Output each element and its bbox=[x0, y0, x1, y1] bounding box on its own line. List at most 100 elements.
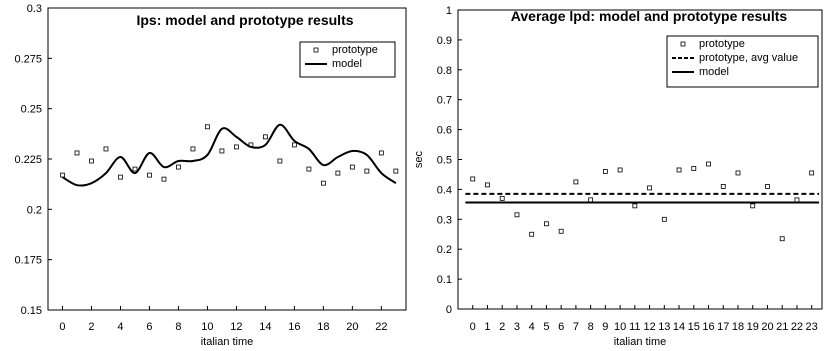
data-point-marker bbox=[349, 164, 355, 170]
x-tick-label: 1 bbox=[484, 321, 490, 333]
legend-box bbox=[299, 41, 396, 78]
data-point-marker bbox=[779, 236, 785, 242]
x-tick-label: 13 bbox=[658, 321, 670, 333]
data-point-marker bbox=[291, 142, 297, 148]
chart-title: Average lpd: model and prototype results bbox=[511, 8, 788, 24]
x-tick-label: 10 bbox=[201, 321, 213, 333]
y-tick-label: 0 bbox=[446, 304, 452, 316]
legend-marker-icon bbox=[680, 41, 686, 47]
data-point-marker bbox=[691, 166, 697, 171]
data-point-marker bbox=[794, 197, 800, 203]
y-tick-label: 0.6 bbox=[437, 125, 452, 137]
x-tick-label: 6 bbox=[558, 321, 564, 333]
x-tick-label: 2 bbox=[88, 321, 94, 333]
data-point-marker bbox=[617, 167, 623, 173]
data-point-marker bbox=[544, 221, 549, 227]
legend-box bbox=[666, 35, 819, 88]
y-tick-label: 0.15 bbox=[21, 305, 42, 317]
data-point-marker bbox=[103, 146, 109, 152]
y-tick-label: 0.9 bbox=[437, 35, 452, 47]
x-tick-label: 20 bbox=[346, 321, 358, 333]
data-point-marker bbox=[558, 228, 564, 234]
x-tick-label: 2 bbox=[499, 321, 505, 333]
y-tick-label: 0.2 bbox=[437, 244, 452, 256]
x-tick-label: 8 bbox=[588, 321, 594, 333]
data-point-marker bbox=[219, 148, 225, 154]
x-tick-label: 7 bbox=[573, 321, 579, 333]
data-point-marker bbox=[190, 146, 196, 152]
data-point-marker bbox=[89, 158, 94, 164]
data-point-marker bbox=[60, 172, 65, 178]
data-point-marker bbox=[735, 170, 741, 176]
chart-lpd-panel: 0 0.1 0.2 0.3 0.4 0.5 0.6 0.7 0.8 0.9 1 0 1 2 3 4 5 6 7 8 9 1… bbox=[412, 0, 824, 351]
legend-entry-label: prototype, avg value bbox=[699, 52, 798, 64]
x-tick-label: 19 bbox=[747, 321, 759, 333]
data-point-marker bbox=[118, 174, 123, 180]
data-point-marker bbox=[364, 168, 370, 174]
data-point-marker bbox=[132, 166, 138, 172]
data-point-marker bbox=[602, 169, 608, 174]
y-tick-label: 0.5 bbox=[437, 155, 452, 167]
x-tick-label: 0 bbox=[59, 321, 65, 333]
x-tick-label: 18 bbox=[317, 321, 329, 333]
x-tick-label: 17 bbox=[717, 321, 729, 333]
chart-ips-panel: 0.15 0.175 0.2 0.225 0.25 0.275 0.3 0 2 4 6 8 10 12 14… bbox=[14, 3, 407, 348]
x-tick-label: 0 bbox=[470, 321, 476, 333]
y-tick-label: 0.275 bbox=[14, 53, 42, 65]
x-tick-label: 23 bbox=[806, 321, 818, 333]
x-tick-label: 4 bbox=[117, 321, 123, 333]
y-tick-label: 0.3 bbox=[27, 3, 42, 15]
data-point-marker bbox=[809, 170, 815, 176]
x-tick-label: 18 bbox=[732, 321, 744, 333]
chart-ips: 0.15 0.175 0.2 0.225 0.25 0.275 0.3 0 2 4 6 8 10 12 14… bbox=[14, 3, 407, 348]
y-tick-label: 0.25 bbox=[21, 104, 42, 116]
y-tick-label: 0.1 bbox=[437, 274, 452, 286]
data-point-marker bbox=[176, 164, 181, 170]
data-point-marker bbox=[74, 150, 80, 156]
legend-marker-icon bbox=[313, 47, 319, 53]
legend-entry-label: model bbox=[332, 58, 362, 70]
y-tick-label: 0.225 bbox=[14, 154, 42, 166]
data-point-marker bbox=[514, 212, 520, 218]
x-tick-label: 4 bbox=[529, 321, 535, 333]
data-point-marker bbox=[485, 182, 490, 188]
data-point-marker bbox=[720, 184, 726, 189]
data-point-marker bbox=[588, 197, 594, 203]
x-tick-label: 5 bbox=[543, 321, 549, 333]
data-point-marker bbox=[393, 168, 399, 174]
y-tick-label: 0.3 bbox=[437, 214, 452, 226]
data-point-marker bbox=[661, 216, 667, 222]
x-tick-label: 10 bbox=[614, 321, 626, 333]
x-tick-label: 11 bbox=[629, 321, 640, 333]
data-point-marker bbox=[147, 172, 152, 178]
data-point-marker bbox=[161, 176, 167, 182]
data-point-marker bbox=[320, 180, 326, 186]
data-point-marker bbox=[632, 203, 638, 209]
model-series-line bbox=[61, 123, 397, 187]
data-point-marker bbox=[499, 195, 505, 201]
x-tick-label: 16 bbox=[288, 321, 300, 333]
data-point-marker bbox=[765, 184, 770, 189]
data-point-marker bbox=[750, 203, 756, 209]
x-tick-label: 21 bbox=[776, 321, 788, 333]
x-tick-label: 22 bbox=[791, 321, 803, 333]
x-tick-label: 16 bbox=[702, 321, 714, 333]
x-tick-label: 14 bbox=[673, 321, 685, 333]
data-point-marker bbox=[306, 166, 312, 172]
legend-entry-label: prototype bbox=[699, 38, 745, 50]
x-tick-label: 22 bbox=[375, 321, 387, 333]
x-tick-label: 15 bbox=[688, 321, 700, 333]
data-point-marker bbox=[676, 167, 682, 173]
data-point-marker bbox=[205, 124, 210, 130]
legend-entry-label: prototype bbox=[332, 44, 378, 56]
data-point-marker bbox=[263, 134, 268, 140]
data-point-marker bbox=[378, 150, 384, 156]
x-tick-label: 12 bbox=[643, 321, 655, 333]
data-point-marker bbox=[529, 231, 535, 237]
x-tick-label: 3 bbox=[514, 321, 520, 333]
x-tick-label: 8 bbox=[175, 321, 181, 333]
y-tick-label: 0.7 bbox=[437, 95, 452, 107]
x-tick-label: 20 bbox=[761, 321, 773, 333]
x-axis-label: italian time bbox=[614, 336, 667, 348]
x-axis-label: italian time bbox=[201, 336, 254, 348]
